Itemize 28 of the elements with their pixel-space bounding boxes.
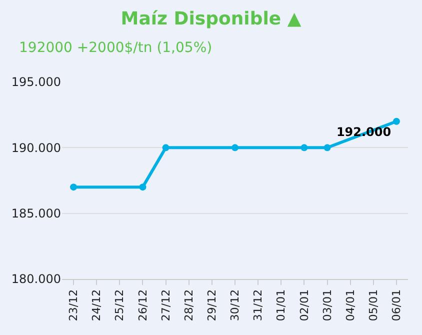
x-tick-label: 26/12 — [136, 289, 150, 322]
x-tick-label: 29/12 — [206, 289, 219, 322]
x-tick-label: 25/12 — [113, 289, 126, 322]
x-tick-label: 02/01 — [298, 289, 311, 322]
point — [324, 144, 331, 152]
x-tick-label: 28/12 — [182, 289, 196, 322]
point — [70, 184, 78, 191]
y-tick-label: 190.000 — [11, 140, 61, 155]
x-tick-label: 27/12 — [159, 289, 172, 322]
x-tick-label: 01/01 — [274, 289, 288, 322]
chart-subtitle: 192000 +2000$/tn (1,05%) — [19, 40, 212, 56]
x-tick-label: 23/12 — [67, 289, 80, 322]
point — [139, 184, 146, 191]
point — [232, 144, 238, 152]
x-tick-label: 03/01 — [320, 289, 334, 322]
y-tick-label: 185.000 — [11, 206, 61, 221]
x-tick-label: 24/12 — [90, 289, 104, 322]
chart-title: Maíz Disponible ▲ — [120, 8, 302, 30]
x-tick-label: 05/01 — [366, 289, 380, 322]
x-tick-label: 04/01 — [344, 289, 357, 322]
point — [392, 118, 400, 125]
x-tick-label: 06/01 — [390, 289, 404, 322]
y-tick-label: 180.000 — [11, 272, 61, 286]
point — [162, 144, 170, 152]
x-tick-label: 31/12 — [252, 289, 265, 322]
x-tick-label: 30/12 — [228, 289, 242, 322]
y-tick-label: 195.000 — [11, 75, 61, 90]
point — [300, 144, 308, 152]
